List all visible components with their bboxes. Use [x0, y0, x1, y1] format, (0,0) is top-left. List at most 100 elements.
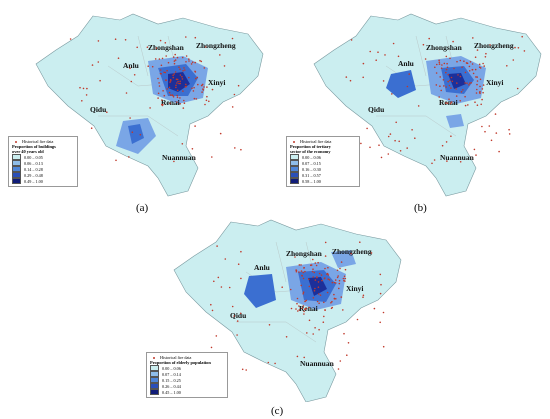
legend-class-label: 0.06 – 0.13 [24, 160, 43, 166]
fire-point [369, 50, 371, 53]
fire-point [450, 87, 452, 89]
fire-point [178, 82, 180, 85]
district-label-renai: Renai [439, 98, 458, 107]
legend-class-label: 0.16 – 0.30 [302, 166, 321, 172]
fire-point [474, 56, 477, 58]
fire-point [382, 311, 385, 314]
fire-point [488, 125, 491, 127]
fire-point [359, 241, 361, 243]
fire-point [159, 39, 162, 42]
fire-point [312, 276, 314, 278]
fire-point [474, 101, 476, 103]
fire-point [475, 154, 477, 156]
fire-point [362, 76, 364, 79]
fire-point [484, 56, 487, 58]
fire-point [237, 263, 240, 265]
fire-point [300, 270, 303, 272]
fire-point [188, 58, 190, 60]
fire-point [297, 310, 299, 312]
district-label-xinyi: Xinyi [486, 78, 504, 87]
fire-point [201, 91, 203, 93]
fire-point [465, 62, 468, 64]
fire-point [346, 354, 348, 356]
fire-point [215, 335, 218, 337]
legend-a: Historical fire data Proportion of build… [8, 136, 78, 187]
fire-point [114, 38, 117, 40]
fire-point [185, 55, 188, 57]
fire-point [91, 64, 94, 66]
fire-point [442, 79, 445, 81]
fire-point [462, 89, 464, 91]
fire-point [219, 132, 222, 135]
fire-point [448, 84, 451, 87]
fire-point [296, 355, 299, 358]
fire-point [285, 336, 288, 338]
fire-point [447, 73, 450, 76]
fire-point [366, 127, 368, 130]
fire-point [314, 279, 317, 281]
legend-class-label: 0.26 – 0.44 [162, 383, 181, 389]
fire-point [131, 131, 134, 133]
fire-point [302, 293, 304, 295]
fire-point [466, 82, 468, 84]
fire-point [382, 80, 385, 82]
fire-point [422, 43, 425, 46]
fire-point [268, 324, 271, 326]
fire-point [333, 281, 336, 284]
fire-point [316, 300, 319, 303]
fire-point [191, 61, 194, 63]
fire-point [308, 278, 310, 280]
fire-point [203, 67, 206, 69]
panel-label-a: (a) [136, 202, 149, 214]
district-label-renai: Renai [161, 98, 180, 107]
fire-point [471, 68, 474, 71]
fire-point [313, 271, 316, 274]
fire-point [342, 277, 345, 280]
fire-point [441, 64, 443, 66]
fire-point [369, 146, 371, 149]
fire-point [461, 66, 463, 68]
fire-point [176, 101, 178, 103]
fire-point [294, 256, 296, 258]
fire-point [438, 96, 440, 98]
fire-point [85, 94, 88, 96]
fire-point [327, 278, 329, 280]
fire-point [178, 66, 180, 68]
fire-point [158, 85, 161, 87]
district-label-zhongzheng: Zhongzheng [196, 41, 236, 50]
fire-point [473, 148, 476, 151]
fire-point [314, 327, 316, 329]
fire-point [448, 98, 450, 100]
fire-point [158, 82, 160, 84]
legend-class-label: 0.31 – 0.57 [302, 172, 321, 178]
fire-point [408, 73, 410, 75]
fire-point [495, 132, 498, 134]
fire-point [211, 156, 213, 158]
legend-class-label: 0.00 – 0.06 [302, 154, 321, 160]
fire-point [484, 130, 486, 133]
panel-label-b: (b) [414, 202, 427, 214]
district-label-zhongzheng: Zhongzheng [332, 247, 372, 256]
fire-point [377, 51, 379, 53]
fire-point [82, 87, 85, 90]
fire-point [158, 58, 161, 60]
fire-point [239, 312, 242, 315]
fire-point [338, 282, 341, 285]
fire-point [267, 361, 270, 364]
fire-point [147, 65, 149, 67]
fire-point [166, 88, 168, 90]
fire-point [450, 76, 453, 79]
fire-point [173, 60, 176, 62]
fire-point [202, 89, 205, 91]
district-label-anlu: Anlu [123, 61, 139, 70]
fire-point [343, 275, 346, 278]
district-label-zhongshan: Zhongshan [148, 43, 185, 52]
fire-point [445, 141, 448, 143]
fire-point [516, 87, 519, 90]
fire-point [304, 270, 306, 273]
fire-point [172, 94, 174, 97]
fire-point [169, 81, 171, 83]
fire-point [459, 161, 462, 163]
legend-points-label: Historical fire data [22, 139, 54, 144]
fire-point [445, 102, 447, 104]
